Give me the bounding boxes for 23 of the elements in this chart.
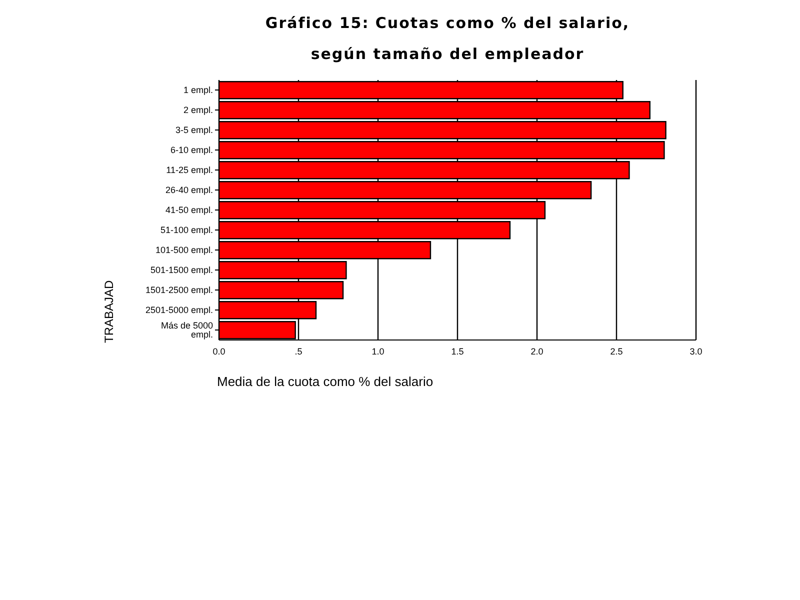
y-tick-label: 51-100 empl. [160, 225, 213, 236]
y-tick-label: 2 empl. [183, 105, 213, 116]
y-tick-label: 101-500 empl. [155, 245, 213, 256]
y-tick-label: 1501-2500 empl. [145, 285, 213, 296]
y-tick-label: 1 empl. [183, 85, 213, 96]
y-tick-label: 6-10 empl. [170, 145, 213, 156]
x-axis-title: Media de la cuota como % del salario [217, 374, 434, 389]
x-tick-label: 3.0 [690, 346, 702, 356]
x-tick-label: 0.0 [212, 346, 226, 356]
y-axis-title: TRABAJAD [102, 280, 116, 343]
x-tick-label: 2.5 [610, 346, 623, 356]
y-tick-label: Más de 5000 empl. [160, 320, 213, 340]
y-tick-label: 41-50 empl. [165, 205, 213, 216]
chart-title: Gráfico 15: Cuotas como % del salario, según tamaño del empleador [264, 13, 631, 65]
y-tick-label: 3-5 empl. [175, 125, 213, 136]
y-tick-label: 501-1500 empl. [150, 265, 213, 276]
y-tick-label: 2501-5000 empl. [145, 305, 213, 316]
x-tick-label: 2.0 [530, 346, 544, 356]
x-tick-label: .5 [294, 346, 302, 356]
x-tick-label: 1.5 [451, 346, 464, 356]
y-tick-label: 11-25 empl. [166, 165, 213, 176]
x-tick-label: 1.0 [372, 346, 384, 356]
y-tick-label: 26-40 empl. [165, 185, 213, 196]
